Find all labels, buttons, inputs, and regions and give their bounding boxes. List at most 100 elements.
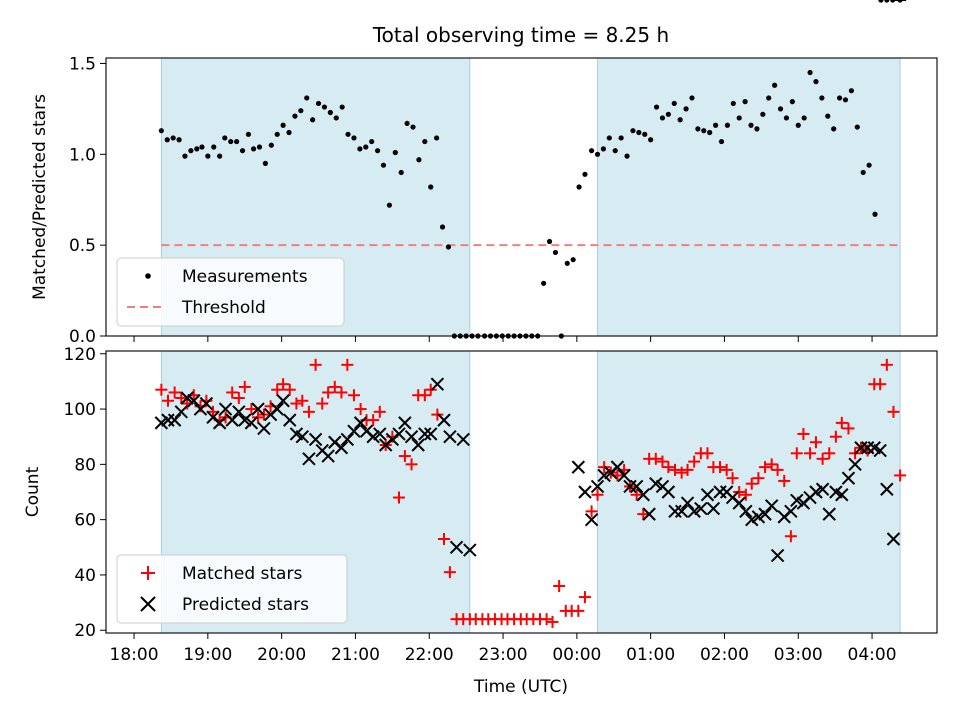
- y-tick-label: 1.0: [69, 145, 96, 165]
- measurement-point: [286, 129, 292, 136]
- predicted-star-point: [283, 413, 297, 427]
- measurement-point: [416, 157, 422, 163]
- matched-star-point: [637, 508, 650, 521]
- measurement-point: [777, 106, 784, 112]
- predicted-star-point: [225, 413, 239, 427]
- measurement-point: [707, 129, 713, 136]
- matched-star-point: [714, 461, 727, 474]
- predicted-star-point: [443, 429, 457, 444]
- matched-star-point: [398, 450, 411, 463]
- measurement-point: [228, 138, 234, 145]
- predicted-star-point: [437, 413, 451, 427]
- legend-measurements-label: Measurements: [182, 267, 308, 287]
- x-tick-label: 00:00: [552, 645, 601, 665]
- x-tick-label: 23:00: [479, 645, 528, 665]
- measurement-point: [541, 280, 547, 286]
- measurement-point: [748, 122, 754, 128]
- measurement-point: [648, 137, 654, 143]
- matched-star-point: [271, 383, 284, 396]
- matched-star-point: [424, 383, 437, 396]
- predicted-star-point: [764, 499, 779, 513]
- matched-star-point: [161, 394, 174, 407]
- y-tick-label: 40: [74, 566, 96, 586]
- matched-star-point: [302, 405, 315, 418]
- measurement-point: [582, 171, 588, 177]
- x-tick-label: 03:00: [774, 645, 823, 665]
- measurement-point: [170, 135, 176, 141]
- matched-star-point: [252, 411, 265, 424]
- predicted-star-point: [276, 394, 290, 408]
- predicted-star-point: [784, 504, 798, 519]
- x-tick-label: 18:00: [110, 645, 159, 665]
- measurement-point: [606, 135, 612, 141]
- matched-star-point: [662, 461, 675, 474]
- predicted-star-point: [449, 540, 464, 555]
- measurement-point: [205, 153, 211, 159]
- predicted-star-point: [174, 405, 188, 419]
- measurement-point: [570, 257, 576, 263]
- measurement-point: [262, 160, 269, 166]
- matched-star-point: [392, 491, 405, 504]
- matched-star-point: [739, 488, 752, 501]
- measurement-point: [256, 144, 263, 150]
- matched-star-point: [887, 405, 900, 418]
- matched-star-point: [296, 394, 309, 407]
- measurement-point: [701, 128, 707, 134]
- measurement-point: [239, 148, 246, 154]
- matched-star-point: [701, 447, 714, 460]
- measurement-point: [321, 104, 328, 110]
- predicted-stars-series: [154, 0, 907, 563]
- measurement-point: [292, 113, 298, 119]
- predicted-star-point: [636, 488, 650, 502]
- measurement-point: [683, 106, 689, 112]
- predicted-star-point: [661, 485, 676, 499]
- matched-star-point: [649, 452, 662, 465]
- measurement-point: [327, 109, 333, 116]
- predicted-star-point: [629, 479, 644, 494]
- legend-predicted-marker: [140, 596, 156, 612]
- predicted-star-point: [353, 416, 368, 430]
- matched-star-point: [778, 474, 791, 487]
- matched-star-point: [816, 452, 829, 465]
- measurement-point: [677, 117, 683, 123]
- matched-star-point: [277, 378, 290, 391]
- measurement-point: [315, 100, 322, 107]
- bottom-y-label: Count: [23, 466, 43, 517]
- measurement-point: [718, 138, 725, 145]
- top-legend-box: [116, 257, 345, 327]
- matched-star-point: [578, 591, 591, 604]
- matched-star-point: [438, 533, 451, 545]
- bottom-y-axis: 20 40 60 80 100 120: [64, 345, 106, 641]
- measurement-point: [825, 113, 831, 119]
- predicted-star-point: [758, 507, 772, 521]
- predicted-star-point: [270, 402, 284, 416]
- matched-star-point: [688, 455, 701, 468]
- x-tick-label: 02:00: [700, 645, 749, 665]
- measurement-point: [333, 115, 339, 121]
- measurement-point: [831, 126, 837, 132]
- matched-star-point: [669, 463, 682, 476]
- predicted-star-point: [167, 413, 182, 427]
- measurement-point: [772, 82, 778, 88]
- matched-star-point: [797, 427, 810, 440]
- top-y-label: Matched/Predicted stars: [30, 94, 50, 300]
- measurement-point: [872, 211, 878, 217]
- measurement-point: [234, 138, 240, 145]
- predicted-star-point: [880, 482, 894, 496]
- matched-star-point: [418, 389, 431, 402]
- predicted-star-point: [815, 482, 830, 496]
- measurement-point: [612, 148, 618, 154]
- matched-star-point: [226, 386, 239, 399]
- predicted-star-point: [212, 416, 227, 430]
- measurement-point: [848, 88, 854, 94]
- measurement-point: [164, 137, 170, 143]
- measurement-point: [624, 153, 630, 159]
- measurement-point: [439, 224, 446, 230]
- measurement-point: [665, 111, 671, 117]
- measurement-point: [695, 126, 701, 132]
- predicted-star-point: [347, 424, 361, 438]
- predicted-star-point: [584, 512, 599, 527]
- matched-star-point: [283, 383, 296, 396]
- matched-star-point: [546, 615, 559, 628]
